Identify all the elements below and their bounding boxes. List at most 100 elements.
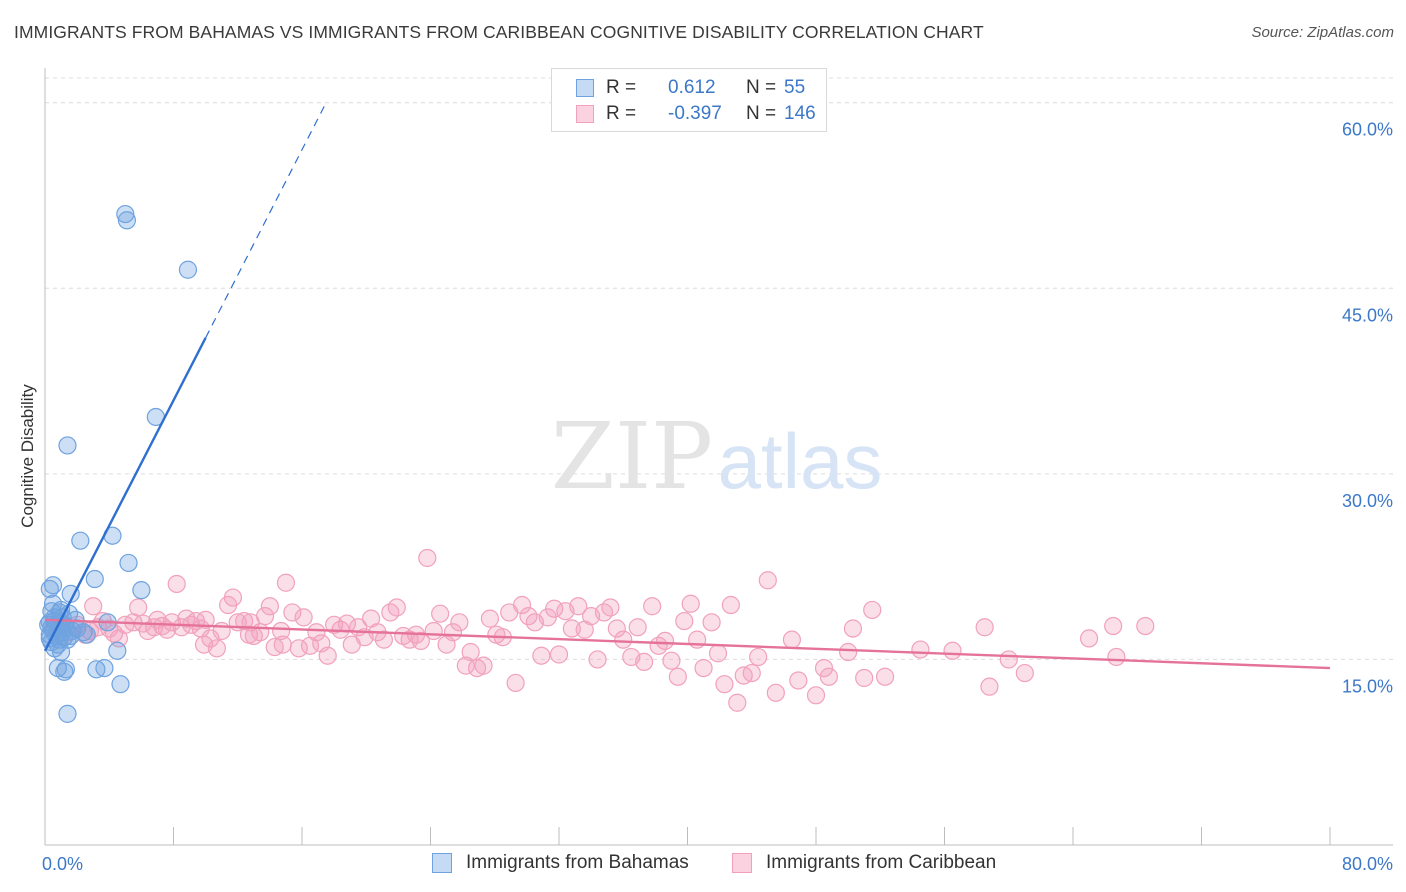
- caribbean-point-30: [212, 621, 231, 641]
- legend-r-label: R =: [606, 77, 637, 98]
- legend-n-value-caribbean: 146: [784, 103, 816, 124]
- bahamas-point-0: [116, 204, 135, 224]
- caribbean-point-123: [819, 667, 838, 686]
- caribbean-trend-line: [44, 618, 1331, 670]
- caribbean-point-95: [607, 619, 626, 638]
- watermark-atlas: atlas: [718, 417, 883, 505]
- legend-n-value-bahamas: 55: [784, 77, 806, 98]
- caribbean-point-133: [999, 650, 1018, 669]
- axes: [44, 68, 1393, 846]
- caribbean-point-86: [549, 645, 569, 664]
- caribbean-point-92: [588, 650, 607, 669]
- caribbean-point-67: [431, 604, 450, 623]
- caribbean-point-21: [167, 574, 186, 594]
- x-tick-label-max: 80.0%: [1342, 854, 1393, 874]
- caribbean-point-110: [708, 644, 728, 663]
- y-tick-label-0: 15.0%: [1342, 676, 1393, 696]
- caribbean-point-113: [728, 693, 747, 712]
- legend-r-value-caribbean: -0.397: [668, 103, 722, 124]
- caribbean-point-111: [715, 675, 734, 694]
- caribbean-point-118: [766, 683, 785, 702]
- legend-row-bahamas: R = 0.612 N = 55: [576, 77, 805, 99]
- bahamas-point-44: [95, 658, 114, 678]
- caribbean-point-45: [294, 608, 313, 627]
- bahamas-point-10: [132, 581, 151, 600]
- watermark-zip: ZIP: [551, 403, 713, 510]
- caribbean-point-88: [562, 619, 581, 638]
- bahamas-trend-line: [43, 337, 207, 652]
- bahamas-point-39: [51, 642, 71, 662]
- bahamas-point-7: [119, 553, 138, 573]
- caribbean-point-94: [601, 598, 620, 617]
- caribbean-point-140: [194, 635, 214, 654]
- bahamas-point-2: [178, 260, 198, 279]
- legend-item-caribbean: Immigrants from Caribbean: [732, 852, 996, 874]
- legend-swatch-caribbean: [732, 853, 752, 873]
- watermark: ZIP atlas: [551, 403, 882, 510]
- bahamas-point-45: [55, 662, 74, 681]
- caribbean-point-79: [506, 673, 525, 693]
- caribbean-point-109: [702, 613, 721, 632]
- caribbean-point-121: [806, 686, 826, 705]
- caribbean-point-122: [814, 658, 834, 678]
- caribbean-point-120: [789, 671, 808, 690]
- y-tick-label-2: 45.0%: [1342, 305, 1393, 325]
- caribbean-point-27: [196, 610, 215, 629]
- caribbean-point-89: [569, 597, 588, 616]
- bahamas-point-4: [58, 436, 77, 455]
- caribbean-point-129: [911, 640, 930, 659]
- bahamas-point-11: [40, 579, 59, 599]
- x-tick-label-min: 0.0%: [42, 854, 83, 874]
- y-axis-label: Cognitive Disability: [18, 384, 37, 528]
- caribbean-point-103: [662, 651, 681, 670]
- series-bahamas-points: [39, 204, 198, 723]
- series-legend: Immigrants from Bahamas Immigrants from …: [0, 852, 1406, 876]
- caribbean-point-116: [749, 647, 768, 667]
- legend-n-label: N =: [746, 103, 777, 124]
- caribbean-point-124: [839, 642, 858, 662]
- caribbean-point-128: [875, 667, 895, 686]
- caribbean-point-100: [643, 597, 662, 616]
- caribbean-point-138: [1136, 616, 1155, 636]
- legend-item-bahamas: Immigrants from Bahamas: [432, 852, 689, 874]
- bahamas-point-47: [58, 704, 77, 723]
- caribbean-point-127: [863, 600, 882, 620]
- caribbean-point-102: [655, 631, 675, 650]
- series-caribbean-points: [43, 548, 1155, 712]
- bahamas-point-50: [77, 625, 96, 644]
- caribbean-point-126: [855, 668, 874, 688]
- caribbean-point-134: [1015, 663, 1034, 683]
- legend-swatch-caribbean: [576, 105, 594, 123]
- caribbean-point-65: [418, 548, 437, 568]
- caribbean-point-58: [374, 630, 394, 649]
- caribbean-point-98: [628, 618, 647, 637]
- caribbean-point-71: [456, 656, 475, 675]
- legend-n-label: N =: [746, 77, 777, 98]
- caribbean-point-136: [1104, 616, 1123, 636]
- caribbean-point-131: [975, 618, 994, 637]
- legend-row-caribbean: R = -0.397 N = 146: [576, 103, 816, 125]
- caribbean-point-80: [512, 595, 532, 615]
- caribbean-point-42: [276, 573, 296, 592]
- caribbean-point-66: [424, 621, 443, 641]
- caribbean-point-117: [758, 571, 777, 590]
- caribbean-point-20: [162, 613, 181, 632]
- legend-swatch-bahamas: [576, 79, 594, 97]
- caribbean-point-85: [545, 599, 564, 618]
- caribbean-point-139: [273, 635, 292, 654]
- caribbean-point-108: [694, 658, 713, 678]
- caribbean-point-112: [721, 595, 740, 615]
- caribbean-point-132: [980, 677, 999, 696]
- caribbean-point-39: [260, 597, 279, 616]
- caribbean-point-41: [272, 621, 291, 641]
- caribbean-point-104: [668, 667, 687, 686]
- caribbean-point-72: [461, 642, 480, 662]
- caribbean-point-5: [84, 597, 103, 616]
- chart-title: IMMIGRANTS FROM BAHAMAS VS IMMIGRANTS FR…: [14, 22, 984, 42]
- caribbean-point-60: [387, 598, 406, 617]
- caribbean-point-43: [283, 603, 302, 622]
- caribbean-point-47: [307, 623, 326, 642]
- legend-label-caribbean: Immigrants from Caribbean: [766, 852, 997, 873]
- caribbean-point-32: [223, 588, 243, 607]
